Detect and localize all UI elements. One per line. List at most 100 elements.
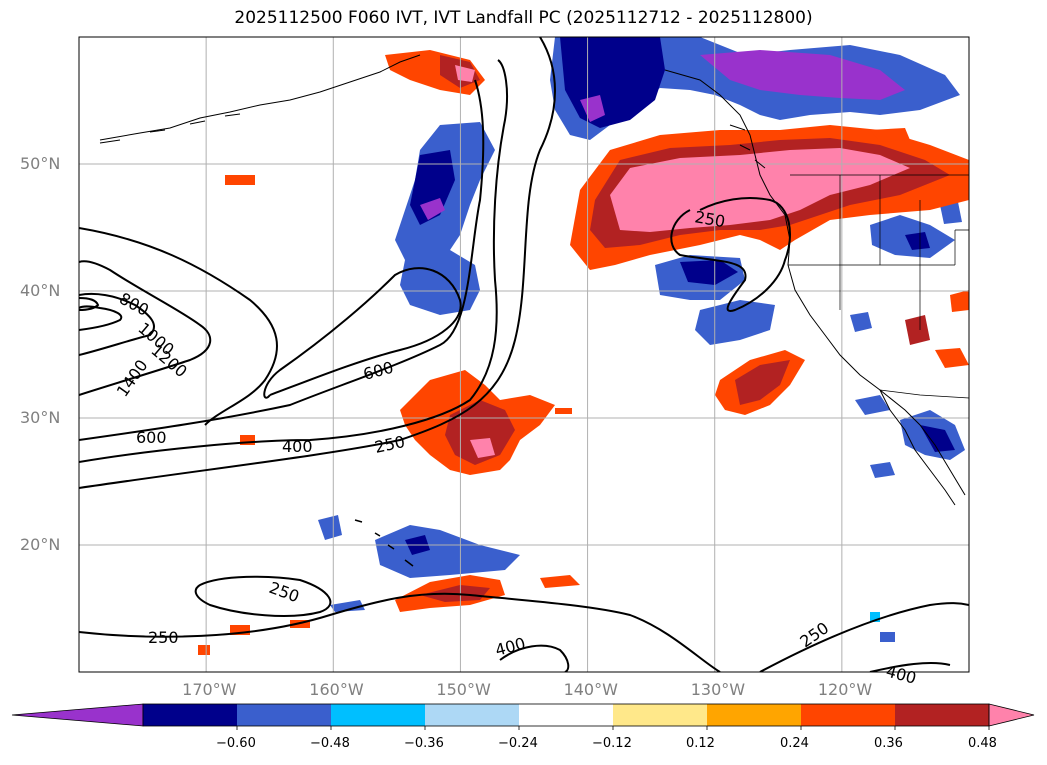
borders [788,174,969,399]
positive-small-2 [225,175,255,185]
latitude-label: 30°N [20,408,61,427]
contour-800 [79,260,212,396]
colorbar-segment [237,704,332,726]
colorbar-extend-low [11,703,144,727]
colorbar-tick-label: −0.12 [592,736,632,751]
graticule [79,37,969,672]
negative-small-7 [880,632,895,642]
latitude-label: 50°N [20,154,61,173]
positive-small-11 [870,128,910,142]
contour-outer [79,227,278,426]
negative-small-5 [940,202,962,224]
negative-region-hawaii [375,525,520,578]
colorbar-segment [895,704,990,726]
ivt-contours [79,37,969,672]
negative-core-intermountain [905,232,930,250]
negative-core-baja [920,425,955,452]
colorbar-tick-label: −0.24 [498,736,538,751]
contour-south-long [79,592,721,672]
negative-region-sw [855,395,890,415]
contour-label: 400 [884,662,918,688]
contour-se-400 [869,661,951,672]
coastline-aleutians [99,113,241,144]
positive-small-9 [198,645,210,655]
border-state-1 [839,175,921,330]
contour-label: 250 [373,432,407,457]
positive-small-3 [905,315,930,345]
colorbar-segment [613,704,708,726]
map-title: 2025112500 F060 IVT, IVT Landfall PC (20… [234,8,813,28]
colorbar-segment [707,704,802,726]
positive-small-10 [555,408,572,414]
colorbar-tick-label: −0.36 [404,736,444,751]
colorbar [11,703,1035,730]
negative-core-gulf-purple [580,95,605,122]
contour-600-loop [263,267,462,399]
coastline-islands-bc [729,124,766,169]
contour-se-250 [759,602,969,672]
contour-label: 250 [267,578,302,606]
contour-label: 250 [148,628,179,647]
contour-1200 [79,305,123,331]
negative-region-off-ca-2 [695,300,775,345]
longitude-label: 130°W [690,680,746,699]
border-state-2 [954,229,969,265]
negative-small-3 [850,312,872,332]
longitude-label: 150°W [436,680,491,699]
colorbar-segment [143,704,238,726]
coastlines [99,54,966,567]
colorbar-tick-label: −0.60 [216,736,256,751]
latitude-label: 40°N [20,281,61,300]
contour-ne-250 [670,197,791,312]
colorbar-tick-label: 0.24 [780,736,809,751]
positive-small-5 [950,290,969,312]
contour-south-250 [194,575,332,617]
colorbar-tick-label: −0.48 [310,736,350,751]
contour-label: 250 [796,618,832,651]
contour-1400 [79,297,100,311]
map-frame [78,36,970,673]
colorbar-segment [331,704,426,726]
latitude-label: 20°N [20,535,61,554]
positive-core-subtropical [445,400,515,465]
coastline-hawaii [354,519,414,567]
negative-core-bc [700,50,905,100]
positive-small-1 [540,575,580,588]
negative-small-1 [318,515,342,540]
coastline-alaska [99,54,421,141]
contour-label: 400 [493,634,527,660]
border-us-mexico [879,389,969,399]
longitude-label: 120°W [817,680,873,699]
contour-600-inner [79,79,485,441]
contour-label: 400 [282,437,313,456]
contour-1000 [79,292,155,356]
colorbar-outline [142,703,990,727]
positive-small-4 [935,348,969,368]
negative-small-2 [330,600,365,612]
contour-south-400 [499,644,570,672]
longitude-label: 140°W [563,680,618,699]
colorbar-segment [425,704,520,726]
colorbar-extend-high [988,703,1035,727]
colorbar-tick-label: 0.36 [874,736,903,751]
coastline-nw [664,69,966,496]
longitude-label: 160°W [309,680,364,699]
colorbar-tick-label: 0.48 [968,736,997,751]
contour-label: 1400 [113,356,152,400]
negative-core-off-ca [680,260,738,285]
colorbar-segment [801,704,896,726]
negative-small-4 [870,462,895,478]
positive-pink-nw-ar [610,148,910,232]
positive-pink-subtropical [470,438,495,458]
coastline-baja [879,389,956,506]
contour-label: 600 [361,358,395,384]
longitude-label: 170°W [182,680,237,699]
contour-250-main [79,37,556,489]
contour-label: 600 [136,428,167,447]
colorbar-segment [519,704,614,726]
negative-core-central-purple [420,198,445,220]
contour-400-main [79,59,508,463]
positive-core-off-baja [735,360,790,405]
colorbar-tick-label: 0.12 [686,736,715,751]
